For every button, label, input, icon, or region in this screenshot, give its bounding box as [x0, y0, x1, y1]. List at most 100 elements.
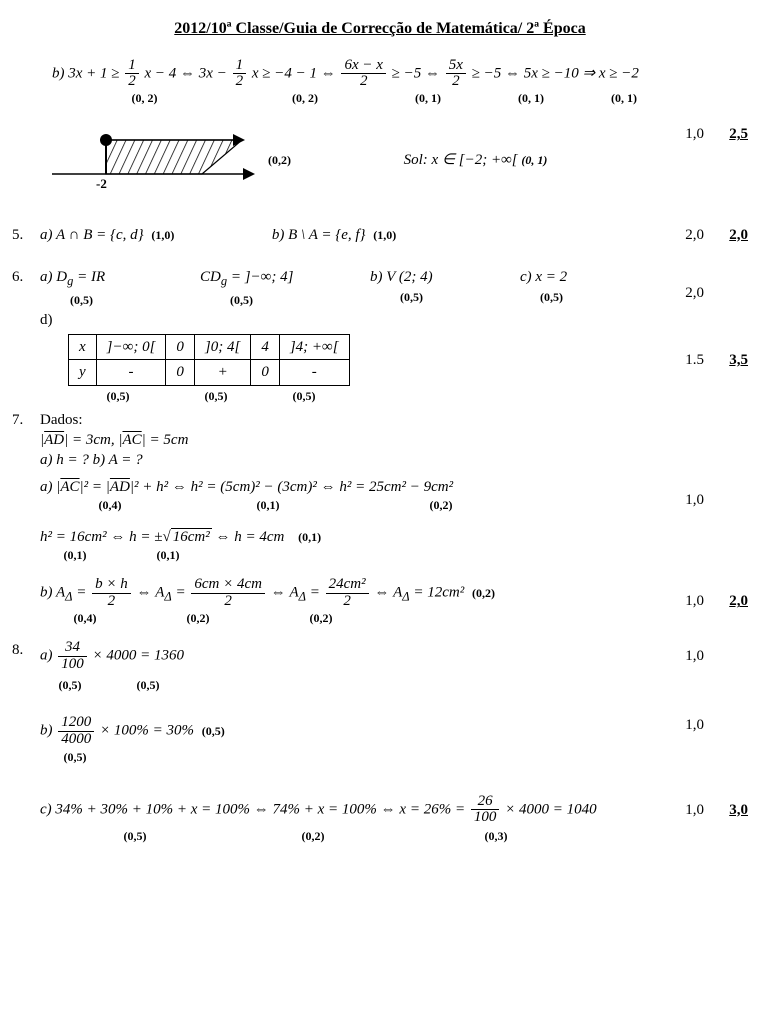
q7-dados: Dados:	[40, 410, 660, 430]
total: 3,5	[704, 310, 748, 370]
p: (0,5)	[202, 724, 225, 738]
q7b: b) AΔ = b × h2 ⇔ AΔ = 6cm × 4cm2 ⇔ AΔ = …	[12, 577, 748, 626]
score: 1,0	[660, 794, 704, 820]
p: (0,2)	[233, 828, 393, 844]
p: (0,5)	[103, 677, 193, 693]
score: 1,0	[660, 640, 704, 666]
f: 1200	[58, 715, 94, 732]
f: 2	[326, 594, 369, 610]
p: (0,2)	[472, 586, 495, 600]
q5-num: 5.	[12, 225, 40, 245]
p: (0,1)	[40, 547, 110, 563]
p: (0,5)	[171, 388, 261, 404]
cell: 0	[166, 360, 195, 385]
p: (1,0)	[373, 228, 396, 242]
cell: ]4; +∞[	[279, 335, 349, 360]
t: b) V (2; 4)	[370, 269, 433, 285]
score: 2,0	[660, 225, 704, 245]
t: ≥ −5 ⇔	[392, 65, 444, 81]
p: (0, 1)	[373, 90, 483, 106]
t: a)	[40, 479, 56, 495]
p: (0,4)	[40, 610, 130, 626]
q8-num: 8.	[12, 640, 40, 660]
t: c) 34% + 30% + 10% + x = 100% ⇔ 74% + x …	[40, 801, 469, 817]
q6-num: 6.	[12, 267, 40, 287]
cell: 0	[166, 335, 195, 360]
t: = IR	[73, 269, 105, 285]
q6d-row: d) x ]−∞; 0[ 0 ]0; 4[ 4 ]4; +∞[ y - 0 + …	[12, 310, 748, 404]
p: (0,2)	[266, 610, 376, 626]
p: (0, 1)	[521, 153, 547, 167]
t: = 5cm	[146, 432, 189, 448]
f: 6cm × 4cm	[191, 577, 265, 594]
t: =	[172, 585, 190, 601]
t: ⇔ A	[271, 585, 299, 601]
p: (0,5)	[230, 293, 253, 307]
p: (0,5)	[68, 388, 168, 404]
rad: 16cm²	[171, 528, 212, 545]
f: 100	[471, 810, 500, 826]
q4b-diagram-row: -2 (0,2) Sol: x ∈ [−2; +∞[ (0, 1) 1,0 2,…	[12, 124, 748, 196]
p: (0,5)	[40, 677, 100, 693]
t: a)	[40, 648, 56, 664]
svg-text:-2: -2	[96, 176, 107, 190]
q4b-t1: b) 3x + 1 ≥	[52, 65, 123, 81]
f: 6x − x	[341, 58, 385, 75]
q5-row: 5. a) A ∩ B = {c, d} (1,0) b) B \ A = {e…	[12, 225, 748, 245]
seg: AD	[44, 432, 64, 448]
q8a: 8. a) 34100 × 4000 = 1360 (0,5) (0,5) 1,…	[12, 640, 748, 693]
q8b: b) 12004000 × 100% = 30% (0,5) (0,5) 1,0	[12, 715, 748, 766]
q4b-expr: b) 3x + 1 ≥ 12 x − 4 ⇔ 3x − 12 x ≥ −4 − …	[52, 58, 748, 91]
p: (0,5)	[40, 828, 230, 844]
t: x ≥ −4 − 1 ⇔	[252, 65, 340, 81]
q7-eq2: h² = 16cm² ⇔ h = ±√16cm² ⇔ h = 4cm (0,1)…	[12, 527, 748, 563]
f: 26	[471, 794, 500, 811]
total: 3,0	[704, 794, 748, 820]
doc-title: 2012/10ª Classe/Guia de Correcção de Mat…	[12, 18, 748, 40]
f: b × h	[92, 577, 131, 594]
t: = 3cm,	[68, 432, 118, 448]
f: 2	[92, 594, 131, 610]
cell: 4	[251, 335, 280, 360]
p: (0,5)	[40, 749, 110, 765]
t: ⇔ A	[374, 585, 402, 601]
number-line-diagram: -2	[42, 130, 262, 196]
p: (0,2)	[133, 610, 263, 626]
q7-ask: a) h = ? b) A = ?	[40, 450, 660, 470]
p: (0,4)	[40, 497, 180, 513]
p: (0,1)	[298, 530, 321, 544]
t: = ]−∞; 4]	[227, 269, 293, 285]
t: Δ	[164, 590, 171, 604]
t: b)	[40, 723, 56, 739]
t: × 4000 = 1360	[93, 648, 185, 664]
sign-table: x ]−∞; 0[ 0 ]0; 4[ 4 ]4; +∞[ y - 0 + 0 -	[68, 334, 350, 386]
f: 2	[233, 74, 247, 90]
score: 2,0	[660, 267, 704, 303]
t: × 100% = 30%	[100, 723, 194, 739]
p: (0,2)	[356, 497, 526, 513]
q5a: a) A ∩ B = {c, d}	[40, 227, 144, 243]
cell: y	[69, 360, 97, 385]
f: 1	[233, 58, 247, 75]
q6d-label: d)	[40, 312, 53, 328]
t: =	[306, 585, 324, 601]
cell: x	[69, 335, 97, 360]
f: 2	[341, 74, 385, 90]
p: (0, 1)	[579, 90, 669, 106]
q4b-pts: (0, 2) (0, 2) (0, 1) (0, 1) (0, 1)	[52, 90, 748, 106]
t: Δ	[402, 590, 409, 604]
diag-pts: (0,2)	[268, 152, 291, 168]
seg: AD	[110, 479, 130, 495]
t: ⇔ h² = (5cm)² − (3cm)² ⇔ h² = 25cm² − 9c…	[172, 479, 453, 495]
t: c) x = 2	[520, 269, 567, 285]
cell: -	[279, 360, 349, 385]
cell: ]0; 4[	[194, 335, 250, 360]
q8c: c) 34% + 30% + 10% + x = 100% ⇔ 74% + x …	[12, 794, 748, 845]
cell: ]−∞; 0[	[96, 335, 166, 360]
p: (0,1)	[183, 497, 353, 513]
f: 2	[191, 594, 265, 610]
p: (0,5)	[264, 388, 344, 404]
total: 2,0	[704, 225, 748, 245]
score: 1,0	[660, 577, 704, 611]
f: 1	[125, 58, 139, 75]
